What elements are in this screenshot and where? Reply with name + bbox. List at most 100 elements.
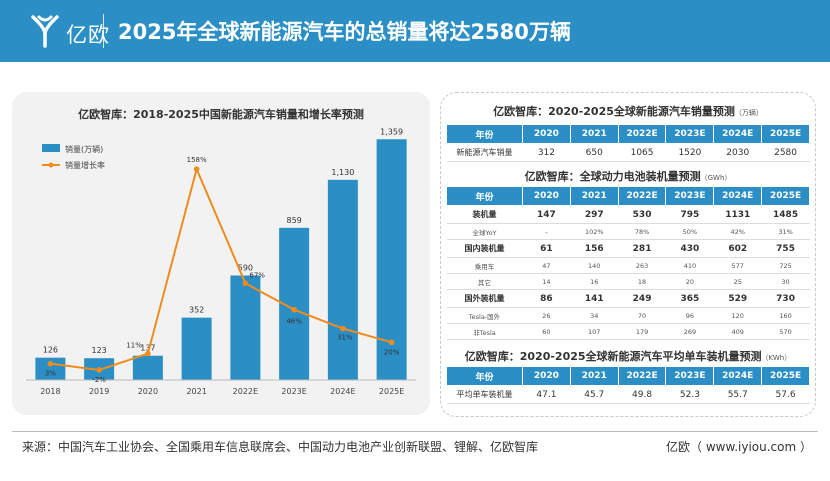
- table2-title-text: 亿欧智库：全球动力电池装机量预测: [524, 170, 701, 183]
- header-cell: 2020: [522, 124, 571, 144]
- header-cell: 2023E: [665, 124, 715, 144]
- table-row: Tesla-国外 26 34 70 96 120 160: [446, 307, 810, 324]
- growth-line: [50, 165, 392, 371]
- row-label: 其它: [446, 273, 523, 290]
- table-cell: 2030: [713, 143, 762, 162]
- header-cell: 2025E: [761, 186, 810, 206]
- x-tick-2021: 2021: [186, 387, 206, 396]
- x-tick-2024E: 2024E: [330, 387, 355, 396]
- table-cell: 602: [713, 239, 762, 258]
- battery-install-table: 年份 2020 2021 2022E 2023E 2024E 2025E 装机量 147 297 5…: [446, 186, 810, 340]
- table-row: 非Tesla 60 107 179 269 409 570: [446, 323, 810, 340]
- x-tick-2019: 2019: [89, 387, 109, 396]
- table-cell: 16: [570, 273, 619, 290]
- table3-title: 亿欧智库：2020-2025全球新能源汽车平均单车装机量预测（KWh）: [448, 348, 808, 364]
- header-cell: 2020: [522, 186, 571, 206]
- table-cell: 45.7: [570, 385, 619, 404]
- header-cell: 2022E: [617, 366, 667, 386]
- bar-2024E: [327, 179, 358, 380]
- header-cell: 2020: [522, 366, 571, 386]
- header-divider: [103, 14, 104, 48]
- yiou-logo-icon: [31, 15, 59, 48]
- table-cell: 297: [570, 205, 619, 224]
- header-cell: 2022E: [617, 124, 667, 144]
- row-label: 非Tesla: [446, 323, 523, 340]
- table-cell: -: [522, 223, 571, 240]
- table-cell: 18: [618, 273, 666, 290]
- header-cell: 2024E: [713, 366, 763, 386]
- table-cell: 47.1: [522, 385, 571, 404]
- header-cell: 2021: [569, 124, 619, 144]
- growth-label-2023E: 46%: [286, 318, 302, 326]
- table-cell: 57.6: [761, 385, 810, 404]
- logo: 亿欧: [30, 14, 120, 48]
- header-cell: 2021: [569, 186, 619, 206]
- table-cell: 577: [713, 257, 762, 274]
- growth-point-2022E: [242, 280, 249, 287]
- table-header-row: 年份 2020 2021 2022E 2023E 2024E 2025E: [446, 366, 810, 386]
- header-banner: 亿欧 2025年全球新能源汽车的总销量将达2580万辆: [0, 0, 830, 62]
- table-cell: 179: [618, 323, 666, 340]
- x-tick-2023E: 2023E: [281, 387, 306, 396]
- header-cell: 2023E: [665, 366, 715, 386]
- table-cell: 269: [665, 323, 714, 340]
- table-cell: 52.3: [665, 385, 714, 404]
- growth-point-2021: [193, 166, 200, 172]
- tables-panel: [440, 92, 816, 417]
- table-cell: 50%: [665, 223, 714, 240]
- bar-label-2024E: 1,130: [331, 168, 354, 177]
- bar-label-2021: 352: [189, 306, 204, 315]
- table-row: 装机量 147 297 530 795 1131 1485: [446, 205, 810, 224]
- row-label: 国内装机量: [446, 239, 523, 258]
- table-cell: 47: [522, 257, 571, 274]
- growth-point-2019: [96, 367, 102, 373]
- table-row: 新能源汽车销量 312 650 1065 1520 2030 2580: [446, 143, 810, 162]
- growth-point-2023E: [291, 306, 297, 313]
- header-cell: 2024E: [713, 124, 763, 144]
- x-tick-2022E: 2022E: [233, 387, 258, 396]
- table2-title: 亿欧智库：全球动力电池装机量预测（GWh）: [448, 168, 808, 184]
- header-cell: 2022E: [617, 186, 667, 206]
- header-cell: 2024E: [713, 186, 763, 206]
- growth-label-2025E: 20%: [384, 348, 400, 356]
- growth-label-2019: -2%: [92, 376, 106, 384]
- table-cell: 1520: [665, 143, 714, 162]
- table-cell: 141: [570, 289, 619, 308]
- legend-swatch-bar: [42, 144, 60, 152]
- table-row: 国外装机量 86 141 249 365 529 730: [446, 289, 810, 308]
- growth-point-2020: [145, 350, 151, 357]
- table-cell: 61: [522, 239, 571, 258]
- bar-label-2020: 137: [140, 344, 155, 353]
- table-cell: 1485: [761, 205, 810, 224]
- table-cell: 409: [713, 323, 762, 340]
- x-tick-2025E: 2025E: [379, 387, 404, 396]
- table-cell: 140: [570, 257, 619, 274]
- footer-divider: [12, 431, 818, 432]
- bar-label-2019: 123: [91, 346, 106, 355]
- logo-text: 亿欧: [66, 23, 110, 47]
- row-label: 装机量: [446, 205, 523, 224]
- table-cell: 650: [570, 143, 619, 162]
- table-row: 乘用车 47 140 263 410 577 725: [446, 257, 810, 274]
- table-cell: 14: [522, 273, 571, 290]
- header-cell: 2025E: [761, 124, 810, 144]
- table-row: 全球YoY -102% 78% 50% 42% 31%: [446, 223, 810, 240]
- legend-marker-line: [48, 162, 54, 168]
- legend-label-line: 销量增长率: [65, 160, 105, 170]
- table-cell: 312: [522, 143, 571, 162]
- growth-label-2018: 3%: [45, 370, 56, 378]
- table-cell: 25: [713, 273, 762, 290]
- table-cell: 60: [522, 323, 571, 340]
- table-cell: 730: [761, 289, 810, 308]
- table-cell: 725: [761, 257, 810, 274]
- table-header-row: 年份 2020 2021 2022E 2023E 2024E 2025E: [446, 124, 810, 144]
- table-cell: 160: [761, 307, 810, 324]
- table-cell: 20: [665, 273, 714, 290]
- table-cell: 147: [522, 205, 571, 224]
- header-cell: 年份: [446, 124, 523, 144]
- x-tick-2020: 2020: [138, 387, 158, 396]
- table-cell: 755: [761, 239, 810, 258]
- source-note: 来源：中国汽车工业协会、全国乘用车信息联席会、中国动力电池产业创新联盟、锂解、亿…: [22, 440, 539, 454]
- growth-label-2022E: 67%: [249, 271, 265, 279]
- table-cell: 55.7: [713, 385, 762, 404]
